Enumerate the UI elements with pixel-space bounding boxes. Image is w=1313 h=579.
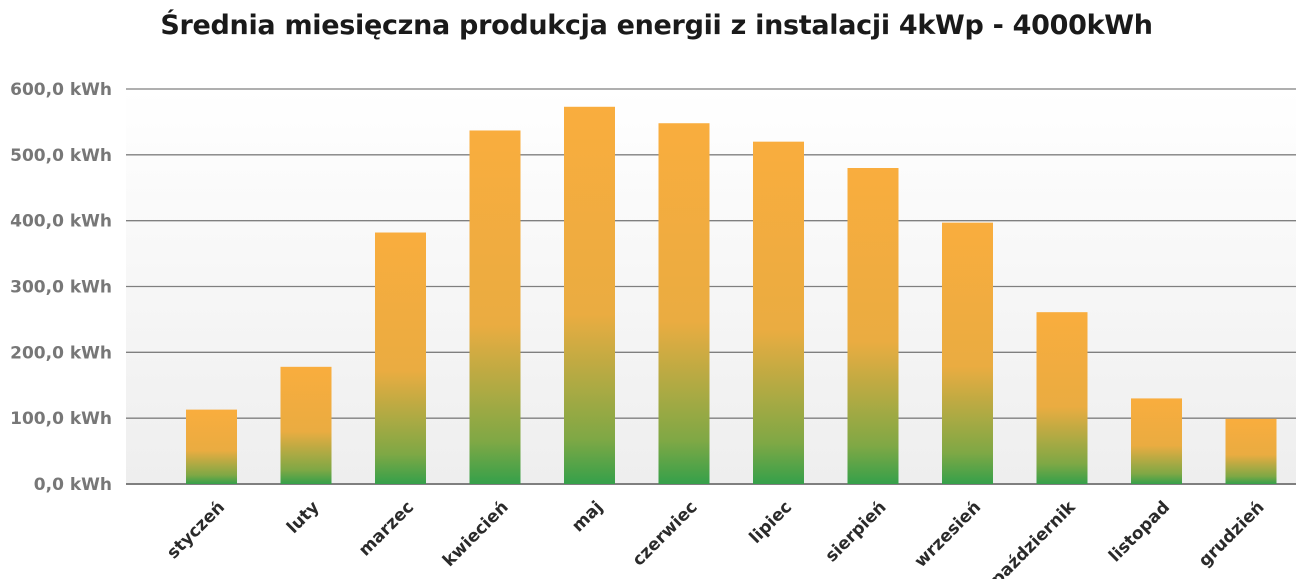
chart-title: Średnia miesięczna produkcja energii z i…: [160, 10, 1153, 41]
bar-6: [753, 141, 804, 484]
x-category-label: kwiecień: [439, 497, 512, 570]
x-category-label: sierpień: [822, 497, 891, 566]
x-category-label: marzec: [355, 497, 418, 560]
x-category-label: czerwiec: [629, 497, 702, 570]
bar-8: [942, 222, 993, 484]
y-tick-label: 500,0 kWh: [10, 146, 112, 166]
bar-1: [280, 366, 332, 484]
y-tick-label: 300,0 kWh: [10, 278, 112, 298]
bar-2: [375, 232, 426, 484]
bar-10: [1131, 398, 1182, 484]
bar-7: [847, 168, 899, 484]
x-category-label: lipiec: [746, 497, 796, 547]
x-category-label: październik: [987, 497, 1080, 579]
y-tick-label: 0,0 kWh: [34, 475, 112, 495]
x-category-label: wrzesień: [911, 497, 985, 571]
x-category-label: styczeń: [163, 497, 229, 563]
x-category-label: grudzień: [1195, 497, 1269, 571]
bar-11: [1225, 418, 1277, 484]
y-tick-label: 100,0 kWh: [10, 409, 112, 429]
bar-3: [469, 130, 521, 484]
bar-5: [658, 123, 710, 484]
bar-0: [186, 409, 237, 484]
x-category-label: maj: [568, 497, 607, 536]
x-category-label: luty: [283, 497, 323, 537]
bar-9: [1036, 312, 1088, 484]
x-category-label: listopad: [1105, 497, 1174, 566]
bar-4: [564, 106, 615, 485]
y-tick-label: 200,0 kWh: [10, 343, 112, 363]
y-tick-label: 600,0 kWh: [10, 80, 112, 100]
y-tick-label: 400,0 kWh: [10, 212, 112, 232]
